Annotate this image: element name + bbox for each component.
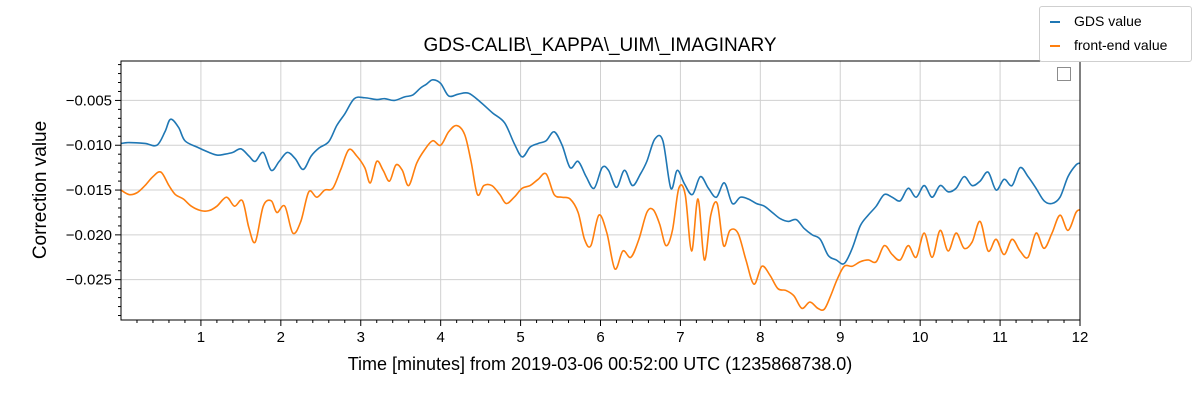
x-tick-label: 10: [912, 329, 929, 346]
empty-legend-box: [1057, 67, 1071, 81]
y-tick-label: −0.005: [66, 92, 112, 109]
x-tick-label: 9: [836, 329, 844, 346]
x-tick-label: 1: [197, 329, 205, 346]
legend-label-gds: GDS value: [1074, 13, 1142, 29]
y-tick-label: −0.010: [66, 137, 112, 154]
legend-label-front-end: front-end value: [1074, 37, 1168, 53]
x-axis-label: Time [minutes] from 2019-03-06 00:52:00 …: [348, 354, 853, 374]
series-line-gds: [121, 79, 1080, 265]
x-tick-label: 8: [756, 329, 764, 346]
legend-swatch-front-end: [1050, 45, 1060, 48]
y-tick-label: −0.015: [66, 182, 112, 199]
x-tick-label: 7: [676, 329, 684, 346]
x-tick-label: 11: [992, 329, 1008, 346]
legend: GDS value front-end value: [1039, 6, 1192, 62]
legend-swatch-gds: [1050, 21, 1060, 24]
x-tick-label: 5: [516, 329, 524, 346]
series-line-front-end: [121, 124, 1080, 311]
x-tick-label: 2: [277, 329, 285, 346]
x-tick-label: 6: [596, 329, 604, 346]
x-tick-label: 12: [1072, 329, 1089, 346]
x-tick-label: 3: [357, 329, 365, 346]
legend-entry-front-end: front-end value: [1050, 37, 1167, 53]
y-tick-label: −0.025: [66, 272, 112, 289]
axis-ticks: 1 2 3 4 5 6 7 8 9 10 11 12−0.005−0.010−0.015−0.020−…: [66, 64, 1089, 346]
chart-title: GDS-CALIB\_KAPPA\_UIM\_IMAGINARY: [423, 35, 776, 56]
x-tick-label: 4: [436, 329, 444, 346]
legend-entry-gds: GDS value: [1050, 13, 1142, 29]
y-axis-label: Correction value: [30, 121, 51, 259]
y-tick-label: −0.020: [66, 227, 112, 244]
series-lines: [121, 79, 1080, 311]
